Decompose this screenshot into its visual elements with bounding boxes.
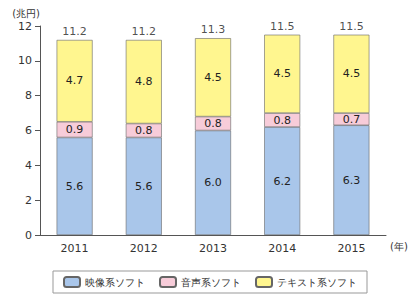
- svg-text:2014: 2014: [268, 242, 296, 255]
- svg-text:0.8: 0.8: [135, 124, 153, 137]
- svg-text:10: 10: [18, 54, 32, 67]
- svg-text:0.7: 0.7: [343, 113, 361, 126]
- svg-text:4.5: 4.5: [273, 67, 291, 80]
- svg-text:11.2: 11.2: [62, 25, 87, 38]
- svg-text:11.5: 11.5: [339, 20, 364, 33]
- svg-text:11.3: 11.3: [201, 23, 226, 36]
- svg-text:6.2: 6.2: [273, 175, 291, 188]
- svg-text:4.7: 4.7: [66, 74, 84, 87]
- svg-text:11.5: 11.5: [270, 20, 295, 33]
- svg-text:4.8: 4.8: [135, 75, 153, 88]
- svg-text:6: 6: [25, 124, 32, 137]
- svg-text:テキスト系ソフト: テキスト系ソフト: [277, 277, 357, 288]
- svg-text:4.5: 4.5: [204, 71, 222, 84]
- svg-text:5.6: 5.6: [66, 180, 84, 193]
- svg-text:音声系ソフト: 音声系ソフト: [181, 277, 241, 288]
- svg-text:2: 2: [25, 194, 32, 207]
- svg-text:2013: 2013: [199, 242, 227, 255]
- svg-text:(年): (年): [390, 241, 408, 252]
- svg-text:(兆円): (兆円): [12, 8, 40, 19]
- svg-text:0.9: 0.9: [66, 123, 84, 136]
- svg-text:2015: 2015: [337, 242, 365, 255]
- svg-text:11.2: 11.2: [132, 25, 157, 38]
- svg-text:4: 4: [25, 159, 32, 172]
- svg-text:12: 12: [18, 20, 32, 33]
- svg-text:5.6: 5.6: [135, 180, 153, 193]
- svg-text:2012: 2012: [130, 242, 158, 255]
- svg-text:0.8: 0.8: [204, 117, 222, 130]
- svg-text:6.0: 6.0: [204, 176, 222, 189]
- svg-text:2011: 2011: [61, 242, 89, 255]
- svg-text:4.5: 4.5: [343, 67, 361, 80]
- svg-text:8: 8: [25, 89, 32, 102]
- svg-text:0.8: 0.8: [273, 114, 291, 127]
- svg-text:0: 0: [25, 229, 32, 242]
- svg-text:映像系ソフト: 映像系ソフト: [85, 277, 145, 288]
- svg-text:6.3: 6.3: [343, 174, 361, 187]
